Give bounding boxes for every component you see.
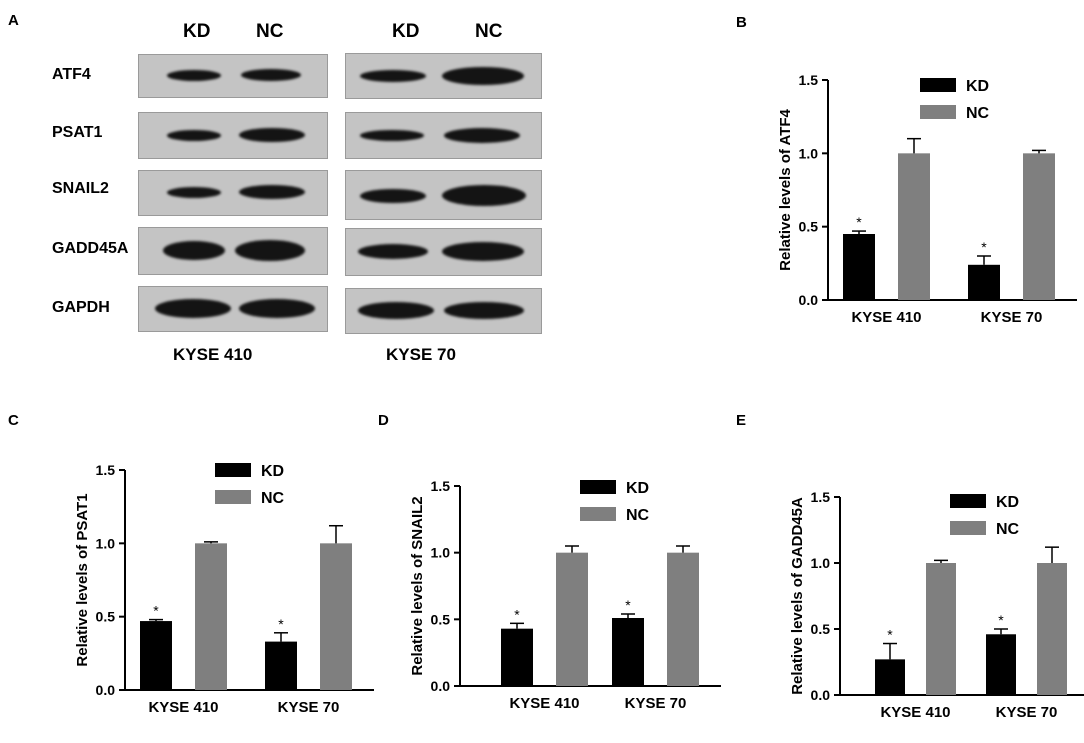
- legend-label-kd: KD: [966, 78, 989, 95]
- lane-header-nc-left: NC: [256, 21, 284, 42]
- y-tick-label: 0.0: [96, 682, 116, 698]
- legend-label-nc: NC: [626, 507, 650, 524]
- panel-label-e: E: [736, 412, 747, 429]
- y-tick-label: 1.0: [96, 535, 116, 551]
- y-axis-label: Relative levels of GADD45A: [789, 497, 806, 695]
- legend-swatch-nc: [950, 521, 986, 535]
- legend-label-kd: KD: [626, 480, 649, 497]
- bar-nc: [320, 543, 352, 690]
- legend-label-kd: KD: [261, 463, 284, 480]
- bar-kd: [612, 618, 644, 686]
- bar-kd: [875, 659, 905, 695]
- significance-mark: *: [625, 597, 631, 613]
- bar-kd: [265, 641, 297, 690]
- blot-strip-snail2-kyse70: [345, 170, 542, 220]
- legend-label-nc: NC: [966, 105, 990, 122]
- bar-kd: [843, 234, 875, 300]
- significance-mark: *: [887, 627, 893, 643]
- legend-label-nc: NC: [261, 490, 285, 507]
- lane-header-kd-left: KD: [183, 21, 211, 42]
- y-tick-label: 0.5: [96, 609, 116, 625]
- y-tick-label: 1.5: [811, 489, 831, 505]
- x-tick-label: KYSE 410: [509, 695, 579, 712]
- legend-swatch-kd: [580, 480, 616, 494]
- cell-line-label-kyse410: KYSE 410: [173, 345, 253, 364]
- y-tick-label: 0.0: [811, 687, 831, 703]
- x-tick-label: KYSE 70: [981, 309, 1043, 326]
- lane-header-kd-right: KD: [392, 21, 420, 42]
- bar-nc: [1023, 153, 1055, 300]
- x-tick-label: KYSE 410: [148, 699, 218, 716]
- y-tick-label: 1.5: [431, 478, 451, 494]
- y-tick-label: 1.0: [799, 145, 819, 161]
- significance-mark: *: [856, 214, 862, 230]
- bar-nc: [667, 552, 699, 686]
- y-tick-label: 1.5: [96, 462, 116, 478]
- bar-chart-atf4: 0.0 0.5 1.0 1.5 Relative levels of ATF4 * KYSE…: [777, 72, 1077, 326]
- bar-nc: [898, 153, 930, 300]
- blot-strip-psat1-kyse410: [138, 112, 328, 159]
- blot-strip-atf4-kyse70: [345, 53, 542, 99]
- bar-nc: [195, 543, 227, 690]
- bar-chart-gadd45a: 0.0 0.5 1.0 1.5 Relative levels of GADD45A * K…: [789, 489, 1084, 721]
- blot-strip-snail2-kyse410: [138, 170, 328, 216]
- x-tick-label: KYSE 410: [880, 704, 950, 721]
- lane-header-nc-right: NC: [475, 21, 503, 42]
- y-tick-label: 0.5: [799, 219, 819, 235]
- significance-mark: *: [153, 603, 159, 619]
- y-tick-label: 1.5: [799, 72, 819, 88]
- bar-kd: [140, 621, 172, 690]
- bar-nc: [926, 563, 956, 695]
- legend-swatch-kd: [920, 78, 956, 92]
- bar-chart-snail2: 0.0 0.5 1.0 1.5 Relative levels of SNAIL2 * KY…: [409, 478, 721, 712]
- blot-strip-gapdh-kyse70: [345, 288, 542, 334]
- panel-label-a: A: [8, 12, 19, 29]
- significance-mark: *: [998, 612, 1004, 628]
- panel-label-d: D: [378, 412, 389, 429]
- blot-strip-psat1-kyse70: [345, 112, 542, 159]
- bar-nc: [1037, 563, 1067, 695]
- blot-strip-gapdh-kyse410: [138, 286, 328, 332]
- y-axis-label: Relative levels of ATF4: [777, 108, 794, 270]
- blot-row-label-snail2: SNAIL2: [52, 180, 109, 197]
- bar-nc: [556, 552, 588, 686]
- blot-strip-atf4-kyse410: [138, 54, 328, 98]
- x-tick-label: KYSE 410: [851, 309, 921, 326]
- y-tick-label: 0.0: [799, 292, 819, 308]
- y-axis-label: Relative levels of SNAIL2: [409, 496, 426, 675]
- y-axis-label: Relative levels of PSAT1: [74, 493, 91, 666]
- legend-swatch-nc: [580, 507, 616, 521]
- legend-swatch-kd: [950, 494, 986, 508]
- bar-kd: [986, 634, 1016, 695]
- blot-row-label-psat1: PSAT1: [52, 124, 103, 141]
- bar-kd: [968, 264, 1000, 300]
- x-tick-label: KYSE 70: [278, 699, 340, 716]
- y-tick-label: 0.5: [431, 611, 451, 627]
- legend-swatch-kd: [215, 463, 251, 477]
- blot-row-label-gapdh: GAPDH: [52, 299, 110, 316]
- panel-label-c: C: [8, 412, 19, 429]
- y-tick-label: 0.5: [811, 621, 831, 637]
- blot-row-label-gadd45a: GADD45A: [52, 240, 129, 257]
- y-tick-label: 1.0: [431, 545, 451, 561]
- legend-swatch-nc: [215, 490, 251, 504]
- blot-strip-gadd45a-kyse70: [345, 228, 542, 276]
- bar-kd: [501, 628, 533, 686]
- panel-label-b: B: [736, 14, 747, 31]
- legend-label-nc: NC: [996, 521, 1020, 538]
- legend-label-kd: KD: [996, 494, 1019, 511]
- significance-mark: *: [278, 616, 284, 632]
- blot-strip-gadd45a-kyse410: [138, 227, 328, 275]
- y-tick-label: 0.0: [431, 678, 451, 694]
- blot-row-label-atf4: ATF4: [52, 66, 91, 83]
- y-tick-label: 1.0: [811, 555, 831, 571]
- significance-mark: *: [981, 239, 987, 255]
- x-tick-label: KYSE 70: [996, 704, 1058, 721]
- cell-line-label-kyse70: KYSE 70: [386, 345, 456, 364]
- significance-mark: *: [514, 606, 520, 622]
- x-tick-label: KYSE 70: [625, 695, 687, 712]
- legend-swatch-nc: [920, 105, 956, 119]
- western-blot-panel: KD NC KD NC ATF4 PSAT1 SNAIL2 GADD45A GA…: [0, 0, 560, 400]
- bar-chart-psat1: 0.0 0.5 1.0 1.5 Relative levels of PSAT1 * KYS…: [74, 462, 374, 716]
